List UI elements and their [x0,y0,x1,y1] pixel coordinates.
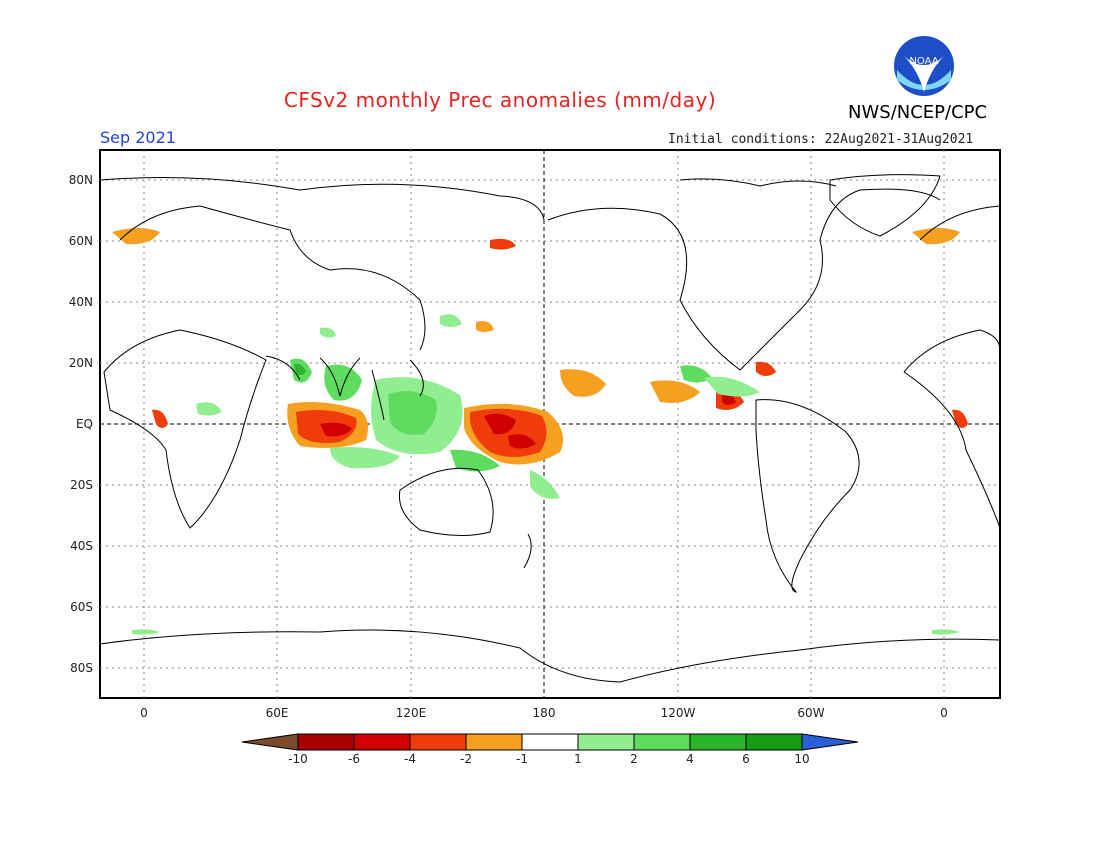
colorbar-box [353,733,411,751]
map-title: CFSv2 monthly Prec anomalies (mm/day) [283,88,717,112]
colorbar-tick-label: -4 [404,752,416,766]
lat-label: 20N [69,356,93,370]
lon-label: 60W [797,706,824,720]
colorbar: -10 -6 -4 -2 -1 1 2 4 6 10 [241,733,859,766]
forecast-month: Sep 2021 [100,128,176,147]
colorbar-box [633,733,691,751]
colorbar-tick-label: -6 [348,752,360,766]
lat-label: 40N [69,295,93,309]
colorbar-tick-label: 6 [742,752,750,766]
colorbar-tick-label: -1 [516,752,528,766]
colorbar-right-arrow [801,733,859,751]
agency-label: NWS/NCEP/CPC [848,102,988,123]
lat-axis: 80N 60N 40N 20N EQ 20S 40S 60S 80S [69,173,93,675]
initial-conditions: Initial conditions: 22Aug2021-31Aug2021 [668,132,974,147]
lat-label: 40S [70,539,93,553]
colorbar-tick-label: 4 [686,752,694,766]
lon-label: 0 [140,706,148,720]
colorbar-box [409,733,467,751]
colorbar-tick-label: 2 [630,752,638,766]
noaa-logo-text: NOAA [909,56,938,67]
colorbar-box [577,733,635,751]
colorbar-boxes [297,733,803,751]
colorbar-box [745,733,803,751]
coastlines [99,174,1001,683]
lat-label: 60S [70,600,93,614]
colorbar-tick-label: -10 [288,752,308,766]
lon-label: 180 [533,706,556,720]
lat-label: 60N [69,234,93,248]
colorbar-box [689,733,747,751]
lat-label: 80S [70,661,93,675]
lon-label: 120E [396,706,427,720]
lat-label: 20S [70,478,93,492]
gridlines [100,150,1000,698]
noaa-logo: NOAA [894,36,954,96]
colorbar-tick-label: 1 [574,752,582,766]
lon-label: 0 [940,706,948,720]
colorbar-tick-label: -2 [460,752,472,766]
anomaly-shading [112,228,968,635]
colorbar-box [521,733,579,751]
lon-label: 120W [661,706,696,720]
colorbar-left-arrow [241,733,299,751]
lat-label: 80N [69,173,93,187]
lon-axis: 0 60E 120E 180 120W 60W 0 [140,706,948,720]
colorbar-tick-label: 10 [794,752,809,766]
lat-label: EQ [76,417,93,431]
lon-label: 60E [266,706,289,720]
colorbar-box [297,733,355,751]
colorbar-box [465,733,523,751]
